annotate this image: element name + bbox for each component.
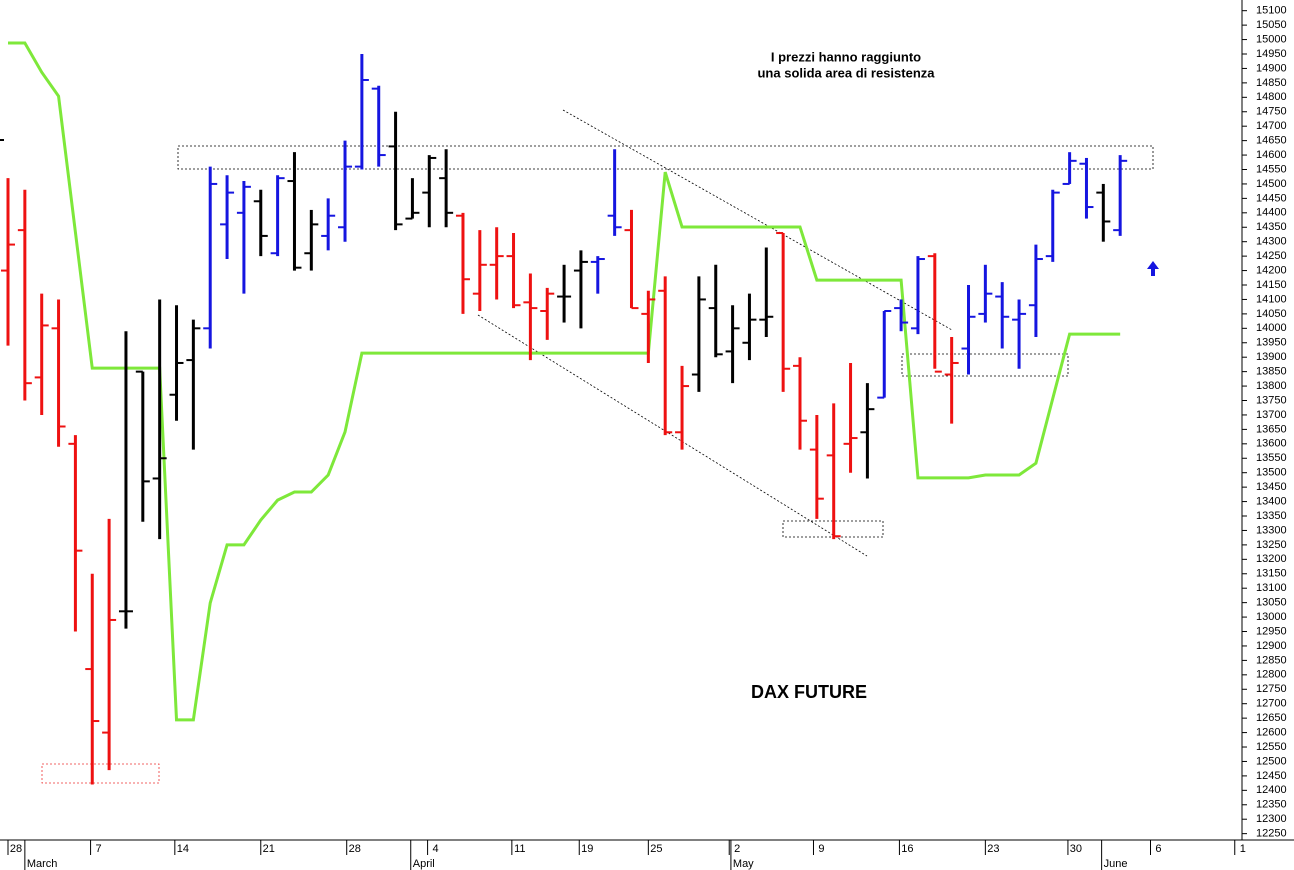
x-tick-label: 23: [987, 843, 999, 855]
x-tick-label: 4: [433, 843, 439, 855]
y-tick-label: 14350: [1256, 221, 1287, 233]
y-tick-label: 14050: [1256, 308, 1287, 320]
y-tick-label: 12750: [1256, 683, 1287, 695]
y-tick-label: 12700: [1256, 698, 1287, 710]
y-tick-label: 13250: [1256, 539, 1287, 551]
y-tick-label: 14300: [1256, 236, 1287, 248]
annotation: I prezzi hanno raggiunto: [771, 49, 921, 64]
y-tick-label: 14950: [1256, 48, 1287, 60]
y-tick-label: 14750: [1256, 106, 1287, 118]
chart-title: DAX FUTURE: [751, 682, 867, 702]
y-tick-label: 13500: [1256, 467, 1287, 479]
y-tick-label: 13700: [1256, 409, 1287, 421]
indicator-line: [8, 41, 1121, 722]
month-label: June: [1104, 858, 1128, 870]
gap-box: [901, 353, 1069, 377]
y-tick-label: 12900: [1256, 640, 1287, 652]
y-tick-label: 12800: [1256, 669, 1287, 681]
y-tick-label: 13650: [1256, 423, 1287, 435]
arrow-icon: [1147, 261, 1159, 276]
y-tick-label: 14700: [1256, 120, 1287, 132]
y-tick-label: 13300: [1256, 524, 1287, 536]
x-tick-label: 1: [1240, 843, 1246, 855]
x-tick-label: 28: [349, 843, 361, 855]
month-label: March: [27, 858, 58, 870]
y-tick-label: 12300: [1256, 813, 1287, 825]
x-tick-label: 14: [177, 843, 189, 855]
y-tick-label: 13750: [1256, 394, 1287, 406]
x-tick-label: 25: [650, 843, 662, 855]
y-tick-label: 12650: [1256, 712, 1287, 724]
y-tick-label: 13450: [1256, 481, 1287, 493]
x-tick-label: 16: [901, 843, 913, 855]
x-tick-label: 6: [1155, 843, 1161, 855]
y-tick-label: 13600: [1256, 438, 1287, 450]
y-tick-label: 12450: [1256, 770, 1287, 782]
y-tick-label: 15000: [1256, 33, 1287, 45]
y-tick-label: 13900: [1256, 351, 1287, 363]
trend-line: [562, 109, 953, 331]
y-tick-label: 13550: [1256, 452, 1287, 464]
y-tick-label: 12250: [1256, 828, 1287, 840]
x-tick-label: 7: [96, 843, 102, 855]
y-tick-label: 15050: [1256, 19, 1287, 31]
y-tick-label: 13200: [1256, 553, 1287, 565]
x-tick-label: 30: [1070, 843, 1082, 855]
x-tick-label: 11: [514, 843, 525, 855]
y-tick-label: 14250: [1256, 250, 1287, 262]
x-tick-label: 21: [263, 843, 275, 855]
y-tick-label: 14450: [1256, 192, 1287, 204]
y-tick-label: 14900: [1256, 62, 1287, 74]
y-tick-label: 12350: [1256, 799, 1287, 811]
y-tick-label: 14400: [1256, 207, 1287, 219]
y-tick-label: 14800: [1256, 91, 1287, 103]
y-tick-label: 12850: [1256, 654, 1287, 666]
y-tick-label: 12500: [1256, 755, 1287, 767]
y-tick-label: 12600: [1256, 726, 1287, 738]
y-tick-label: 15100: [1256, 5, 1287, 17]
y-tick-label: 14100: [1256, 293, 1287, 305]
y-tick-label: 13950: [1256, 337, 1287, 349]
y-tick-label: 12950: [1256, 625, 1287, 637]
x-tick-label: 19: [581, 843, 593, 855]
y-tick-label: 14150: [1256, 279, 1287, 291]
trend-line: [477, 314, 868, 557]
y-tick-label: 13050: [1256, 597, 1287, 609]
y-tick-label: 13350: [1256, 510, 1287, 522]
resistance-box: [177, 145, 1154, 170]
y-tick-label: 13100: [1256, 582, 1287, 594]
y-tick-label: 14550: [1256, 163, 1287, 175]
y-tick-label: 14600: [1256, 149, 1287, 161]
y-tick-label: 13800: [1256, 380, 1287, 392]
y-tick-label: 12400: [1256, 784, 1287, 796]
y-tick-label: 13850: [1256, 366, 1287, 378]
y-tick-label: 13400: [1256, 495, 1287, 507]
y-tick-label: 13000: [1256, 611, 1287, 623]
y-tick-label: 14000: [1256, 322, 1287, 334]
y-tick-label: 12550: [1256, 741, 1287, 753]
y-tick-label: 14650: [1256, 135, 1287, 147]
y-tick-label: 14850: [1256, 77, 1287, 89]
month-label: April: [413, 858, 435, 870]
y-tick-label: 13150: [1256, 568, 1287, 580]
x-tick-label: 9: [818, 843, 824, 855]
x-tick-label: 2: [734, 843, 740, 855]
y-tick-label: 14200: [1256, 264, 1287, 276]
month-label: May: [733, 858, 754, 870]
annotation: una solida area di resistenza: [757, 65, 935, 80]
x-tick-label: 28: [10, 843, 22, 855]
y-tick-label: 14500: [1256, 178, 1287, 190]
